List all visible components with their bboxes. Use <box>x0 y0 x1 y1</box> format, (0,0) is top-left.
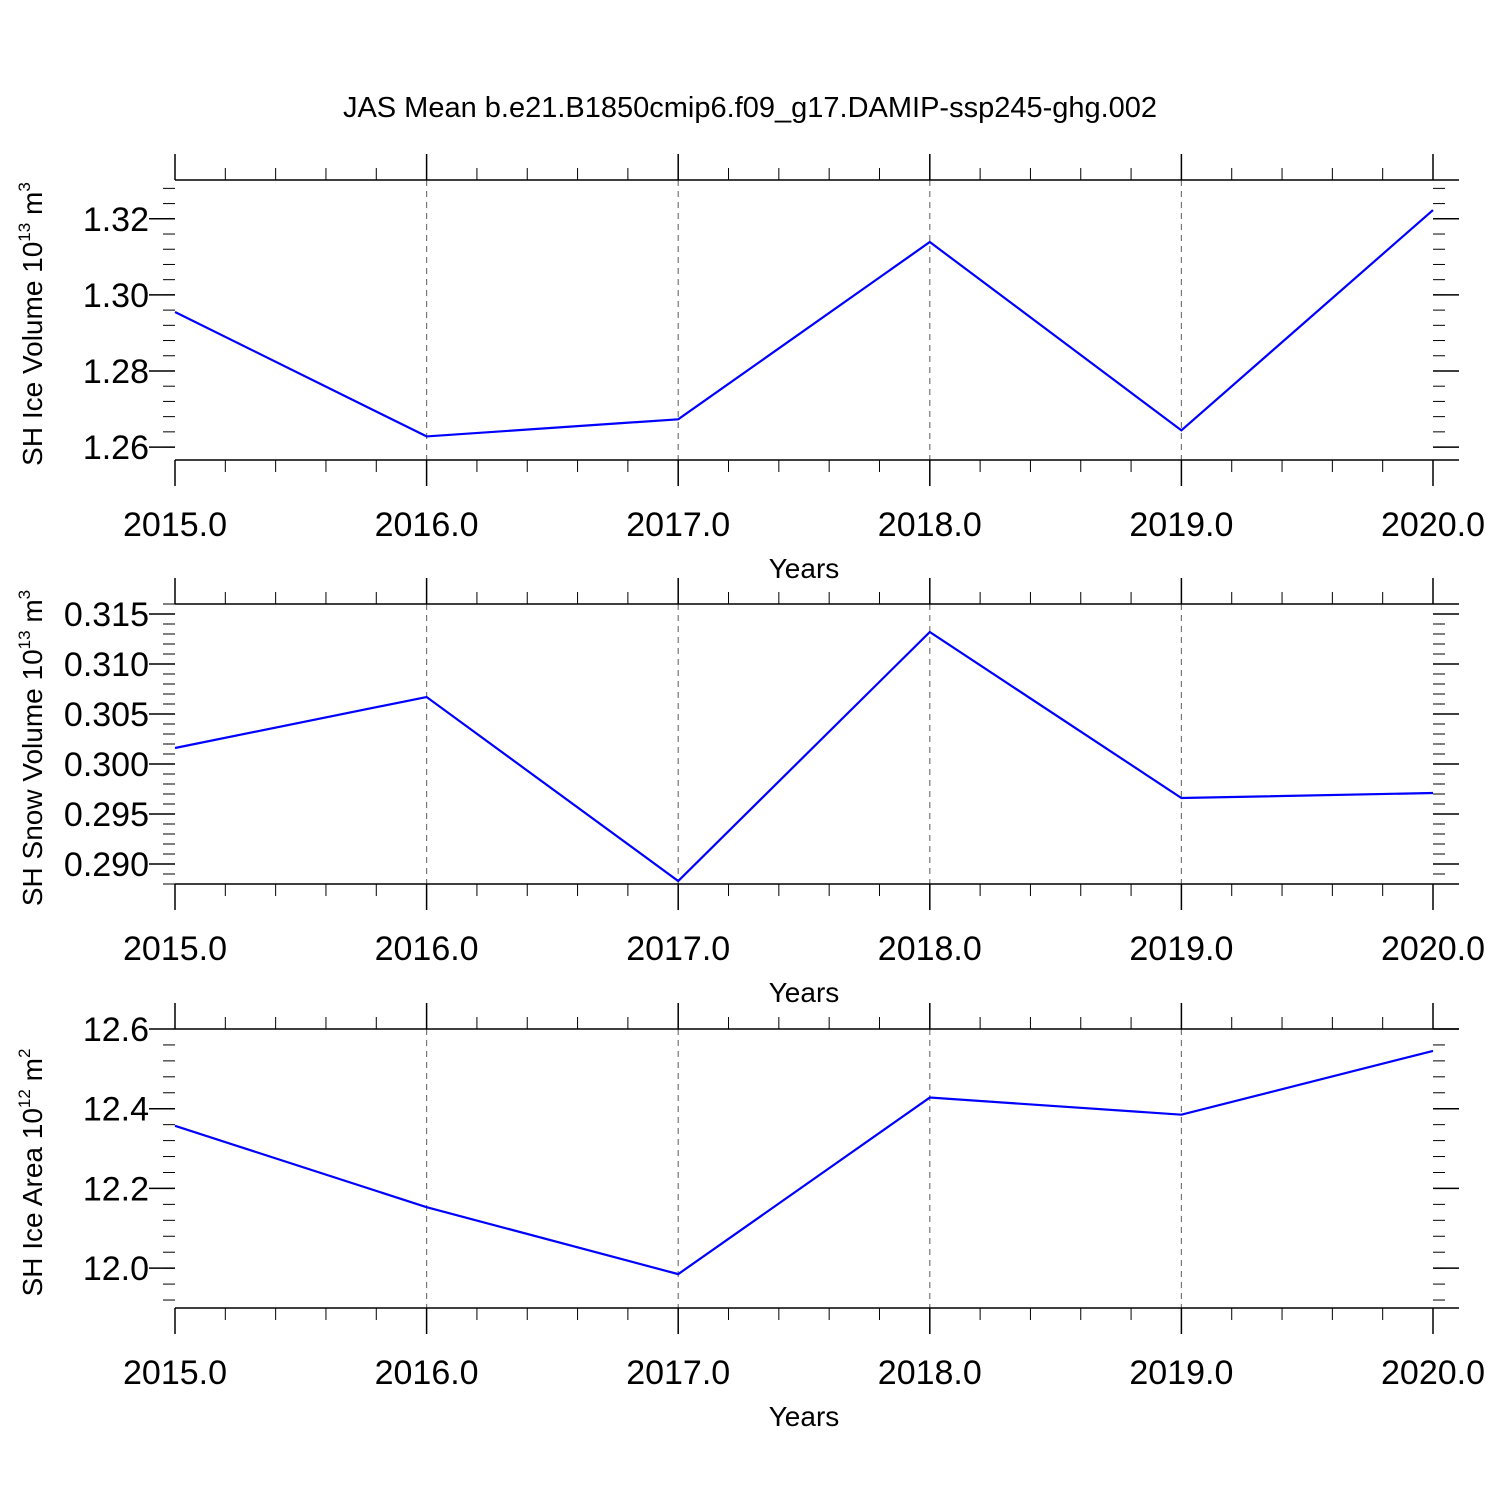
x-tick-label: 2017.0 <box>626 1354 730 1392</box>
x-axis-title: Years <box>769 553 840 584</box>
x-tick-label: 2020.0 <box>1381 930 1485 968</box>
y-tick-label: 0.305 <box>64 696 149 734</box>
x-tick-label: 2020.0 <box>1381 1354 1485 1392</box>
x-tick-label: 2015.0 <box>123 1354 227 1392</box>
y-tick-label: 12.4 <box>83 1091 149 1129</box>
x-tick-label: 2017.0 <box>626 930 730 968</box>
y-tick-label: 12.6 <box>83 1011 149 1049</box>
x-tick-label: 2016.0 <box>375 506 479 544</box>
y-axis-title: SH Ice Area 1012 m2 <box>15 1049 48 1297</box>
x-axis-title: Years <box>769 977 840 1008</box>
series-line <box>174 1049 1434 1276</box>
panel-1: 1.26 1.28 1.30 1.32 2015.0 2016.0 2017.0 2018.0… <box>15 154 1485 584</box>
y-tick-label: 1.28 <box>83 353 149 391</box>
y-tick-label: 1.32 <box>83 201 149 239</box>
y-tick-label: 1.30 <box>83 277 149 315</box>
series-line <box>174 630 1434 883</box>
y-axis-title: SH Ice Volume 1013 m3 <box>15 182 48 466</box>
y-tick-label: 0.295 <box>64 796 149 834</box>
x-tick-label: 2019.0 <box>1129 930 1233 968</box>
x-tick-label: 2016.0 <box>375 930 479 968</box>
x-tick-label: 2018.0 <box>878 930 982 968</box>
x-tick-label: 2018.0 <box>878 506 982 544</box>
y-axis-title: SH Snow Volume 1013 m3 <box>15 590 48 906</box>
x-tick-label: 2019.0 <box>1129 506 1233 544</box>
y-tick-label: 12.0 <box>83 1250 149 1288</box>
x-tick-label: 2018.0 <box>878 1354 982 1392</box>
series-line <box>174 209 1434 438</box>
y-tick-label: 0.290 <box>64 846 149 884</box>
panel-3: 12.0 12.2 12.4 12.6 2015.0 2016.0 2017.0 2018.0… <box>15 1003 1485 1432</box>
x-tick-label: 2015.0 <box>123 506 227 544</box>
y-tick-label: 12.2 <box>83 1170 149 1208</box>
x-tick-label: 2019.0 <box>1129 1354 1233 1392</box>
x-tick-label: 2020.0 <box>1381 506 1485 544</box>
x-tick-label: 2016.0 <box>375 1354 479 1392</box>
chart-title: JAS Mean b.e21.B1850cmip6.f09_g17.DAMIP-… <box>343 92 1157 124</box>
panels: 1.26 1.28 1.30 1.32 2015.0 2016.0 2017.0 2018.0… <box>15 154 1485 1432</box>
panel-2: 0.290 0.295 0.300 0.305 0.310 0.315 2015.0 2016… <box>15 578 1485 1008</box>
x-tick-label: 2017.0 <box>626 506 730 544</box>
y-tick-label: 1.26 <box>83 429 149 467</box>
x-tick-label: 2015.0 <box>123 930 227 968</box>
y-tick-label: 0.310 <box>64 646 149 684</box>
y-tick-label: 0.315 <box>64 596 149 634</box>
y-tick-label: 0.300 <box>64 746 149 784</box>
x-axis-title: Years <box>769 1401 840 1432</box>
